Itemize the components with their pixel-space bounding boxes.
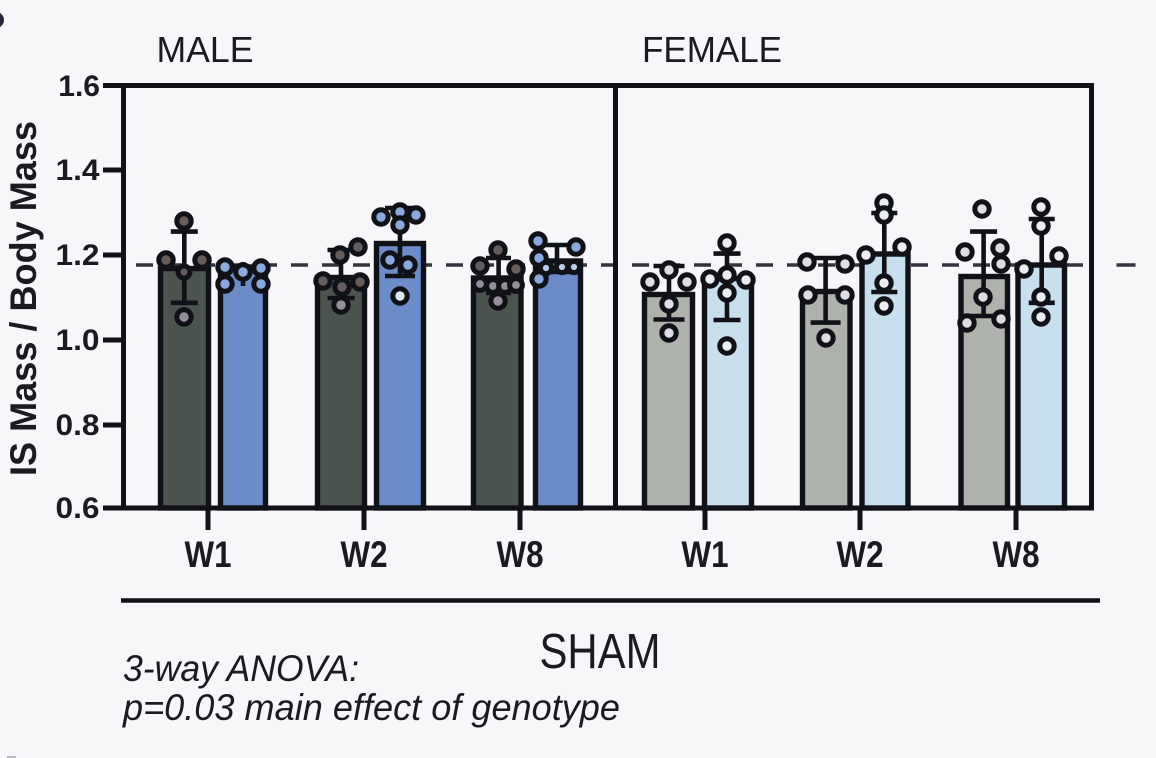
svg-text:3-way ANOVA:: 3-way ANOVA: — [123, 648, 359, 689]
svg-text:W8: W8 — [993, 534, 1040, 575]
svg-text:MALE: MALE — [157, 29, 254, 70]
svg-text:1.4: 1.4 — [56, 154, 100, 187]
svg-text:W2: W2 — [837, 534, 884, 575]
svg-text:W1: W1 — [185, 534, 232, 575]
svg-text:1.2: 1.2 — [56, 239, 100, 272]
svg-text:W2: W2 — [341, 534, 388, 575]
svg-text:1.0: 1.0 — [56, 324, 100, 357]
svg-text:IS Mass / Body Mass: IS Mass / Body Mass — [3, 121, 44, 476]
svg-text:FEMALE: FEMALE — [642, 29, 782, 70]
svg-text:SHAM: SHAM — [540, 625, 661, 679]
svg-text:W8: W8 — [497, 534, 544, 575]
svg-text:W1: W1 — [682, 534, 729, 575]
svg-text:0.6: 0.6 — [56, 492, 100, 525]
svg-text:p=0.03 main effect of genotype: p=0.03 main effect of genotype — [122, 687, 620, 728]
svg-text:0.8: 0.8 — [56, 409, 100, 442]
svg-text:1.6: 1.6 — [58, 70, 100, 103]
